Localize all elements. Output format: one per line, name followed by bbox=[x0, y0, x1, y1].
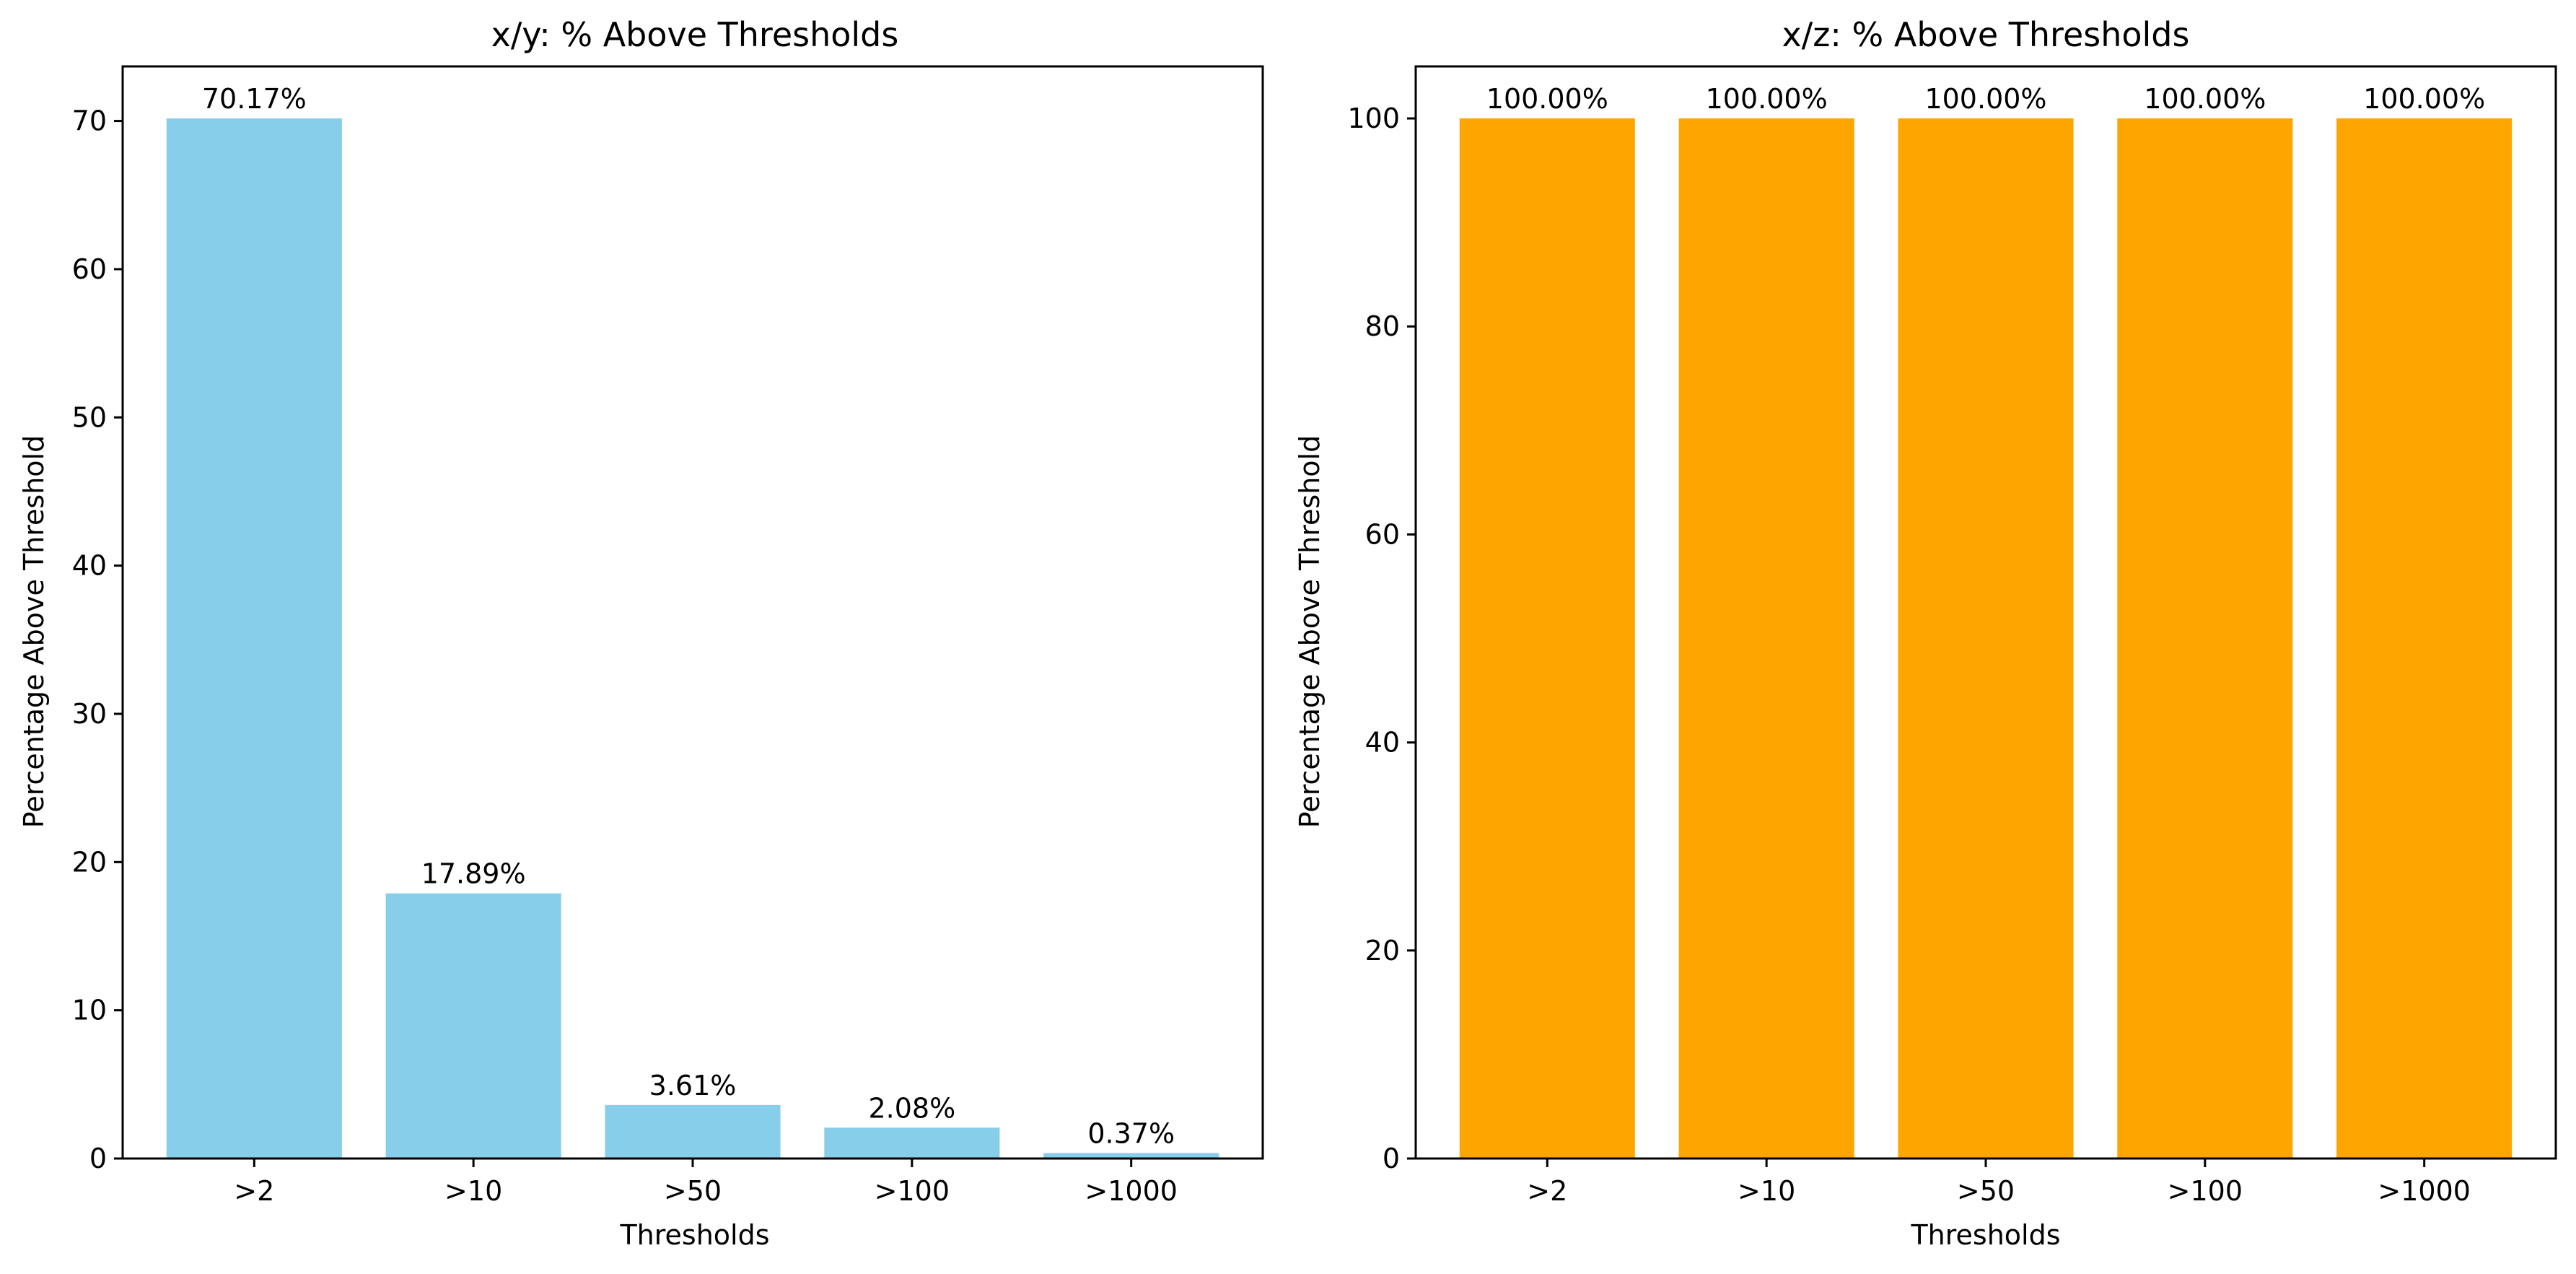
left-chart-x-tick-label: >100 bbox=[875, 1175, 950, 1207]
left-chart-x-tick-label: >10 bbox=[444, 1175, 502, 1207]
left-chart-y-tick-label: 50 bbox=[72, 401, 107, 433]
left-chart-bar bbox=[605, 1104, 781, 1159]
left-chart-data-labels: 70.17% 17.89% 3.61% 2.08% 0.37% bbox=[202, 83, 1175, 1149]
left-chart-x-tick-label: >2 bbox=[234, 1175, 274, 1207]
right-chart-x-ticks: >2 >10 >50 >100 >1000 bbox=[1527, 1159, 2471, 1207]
right-chart-panel: x/z: % Above Thresholds Thresholds Perce… bbox=[1294, 15, 2557, 1251]
right-chart-y-tick-label: 60 bbox=[1365, 518, 1400, 550]
left-chart-x-tick-label: >1000 bbox=[1085, 1175, 1178, 1207]
right-chart-bar-value-label: 100.00% bbox=[2144, 83, 2266, 115]
right-chart-x-tick-label: >2 bbox=[1527, 1175, 1567, 1207]
left-chart-y-tick-label: 0 bbox=[89, 1143, 107, 1174]
right-chart-bar-value-label: 100.00% bbox=[1706, 83, 1828, 115]
left-chart-y-tick-label: 70 bbox=[72, 105, 107, 137]
left-chart-bar bbox=[385, 893, 561, 1159]
right-chart-y-tick-label: 20 bbox=[1365, 935, 1400, 967]
right-chart-y-tick-label: 0 bbox=[1383, 1143, 1400, 1174]
right-chart-y-tick-label: 100 bbox=[1347, 102, 1400, 134]
left-chart-plot-frame bbox=[121, 65, 1264, 1160]
right-chart-y-ticks: 0 20 40 60 80 100 bbox=[1347, 102, 1416, 1174]
left-chart-bar-value-label: 17.89% bbox=[421, 858, 526, 890]
right-chart-bar bbox=[2336, 118, 2513, 1159]
right-chart-x-tick-label: >100 bbox=[2168, 1175, 2243, 1207]
left-chart-xlabel: Thresholds bbox=[619, 1219, 769, 1251]
right-chart-bar-value-label: 100.00% bbox=[1486, 83, 1608, 115]
right-chart-plot-frame bbox=[1414, 65, 2557, 1160]
right-chart-x-tick-label: >50 bbox=[1957, 1175, 2015, 1207]
right-chart-bar bbox=[1459, 118, 1635, 1159]
left-chart-bar-value-label: 3.61% bbox=[649, 1070, 737, 1101]
right-chart-x-tick-label: >10 bbox=[1738, 1175, 1795, 1207]
left-chart-bar-value-label: 2.08% bbox=[868, 1092, 955, 1124]
right-chart-x-tick-label: >1000 bbox=[2378, 1175, 2471, 1207]
right-chart-bar-value-label: 100.00% bbox=[2363, 83, 2485, 115]
left-chart-y-ticks: 0 10 20 30 40 50 60 70 bbox=[72, 105, 123, 1174]
left-chart-bar-value-label: 70.17% bbox=[202, 83, 307, 115]
right-chart-y-tick-label: 80 bbox=[1365, 310, 1400, 342]
left-chart-title: x/y: % Above Thresholds bbox=[491, 15, 899, 54]
left-chart-bar bbox=[824, 1127, 1000, 1159]
left-chart-y-tick-label: 30 bbox=[72, 698, 107, 730]
right-chart-bars bbox=[1459, 118, 2513, 1159]
left-chart-y-tick-label: 60 bbox=[72, 253, 107, 285]
right-chart-bar-value-label: 100.00% bbox=[1924, 83, 2046, 115]
left-chart-bars bbox=[166, 118, 1219, 1159]
right-chart-title: x/z: % Above Thresholds bbox=[1782, 15, 2190, 54]
right-chart-bar bbox=[1678, 118, 1854, 1159]
left-chart-bar bbox=[1043, 1153, 1219, 1159]
left-chart-y-tick-label: 20 bbox=[72, 846, 107, 878]
left-chart-x-ticks: >2 >10 >50 >100 >1000 bbox=[234, 1159, 1178, 1207]
left-chart-x-tick-label: >50 bbox=[664, 1175, 722, 1207]
left-chart-bar bbox=[166, 118, 342, 1159]
left-chart-bar-value-label: 0.37% bbox=[1087, 1117, 1175, 1149]
right-chart-bar bbox=[1898, 118, 2074, 1159]
right-chart-data-labels: 100.00% 100.00% 100.00% 100.00% 100.00% bbox=[1486, 83, 2485, 115]
left-chart-ylabel: Percentage Above Threshold bbox=[18, 435, 50, 828]
right-chart-bar bbox=[2117, 118, 2293, 1159]
right-chart-ylabel: Percentage Above Threshold bbox=[1294, 435, 1326, 828]
left-chart-panel: x/y: % Above Thresholds Thresholds Perce… bbox=[18, 15, 1264, 1251]
left-chart-y-tick-label: 10 bbox=[72, 995, 107, 1026]
right-chart-xlabel: Thresholds bbox=[1910, 1219, 2060, 1251]
right-chart-y-tick-label: 40 bbox=[1365, 727, 1400, 759]
left-chart-y-tick-label: 40 bbox=[72, 550, 107, 582]
